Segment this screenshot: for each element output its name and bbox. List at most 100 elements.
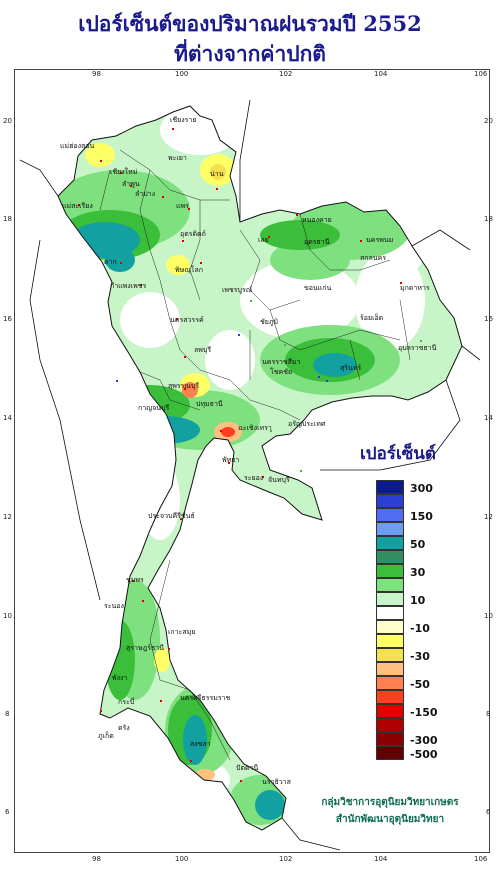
legend-swatch: [376, 676, 404, 690]
y-tick-right-10: 10: [484, 612, 493, 620]
place-label: ระนอง: [104, 602, 124, 610]
y-tick-left-14: 14: [3, 414, 12, 422]
place-label: มุกดาหาร: [400, 284, 430, 292]
legend-swatch: [376, 690, 404, 704]
place-label: สุพรรณบุรี: [168, 382, 199, 390]
legend-swatch: [376, 522, 404, 536]
place-label: นครพนม: [366, 236, 393, 244]
place-label: พัทยา: [222, 456, 239, 464]
place-label: จันทบุรี: [268, 476, 290, 484]
legend-label: -150: [410, 706, 438, 719]
legend-swatch: [376, 634, 404, 648]
legend-swatch: [376, 704, 404, 718]
x-tick-top-98: 98: [92, 70, 101, 78]
legend-label: -50: [410, 678, 430, 691]
legend-label: 10: [410, 594, 426, 607]
y-tick-left-20: 20: [3, 117, 12, 125]
y-tick-right-20: 20: [484, 117, 493, 125]
place-label: หนองคาย: [302, 216, 332, 224]
place-label: เชียงใหม่: [110, 167, 137, 176]
y-tick-right-16: 16: [484, 315, 493, 323]
x-tick-top-104: 104: [374, 70, 388, 78]
x-tick-top-106: 106: [474, 70, 488, 78]
y-tick-left-8: 8: [5, 710, 10, 718]
legend-label: 300: [410, 482, 433, 495]
legend-label: -500: [410, 748, 438, 761]
place-label: ระยอง: [244, 474, 263, 482]
place-label: ขอนแก่น: [304, 284, 332, 292]
x-tick-bottom-104: 104: [374, 855, 388, 863]
legend-label: 50: [410, 538, 426, 551]
place-label: สุราษฎร์ธานี: [126, 644, 164, 652]
y-tick-left-18: 18: [3, 215, 12, 223]
place-label: สุรินทร์: [340, 364, 361, 372]
place-label: ลพบุรี: [194, 346, 211, 354]
legend-swatch: [376, 620, 404, 634]
legend-swatch: [376, 578, 404, 592]
place-label: สงขลา: [190, 740, 211, 748]
place-label: ชุมพร: [126, 576, 144, 584]
legend-swatch: [376, 494, 404, 508]
place-label: แม่สะเรียง: [62, 202, 93, 210]
place-label: นครศรีธรรมราช: [180, 694, 231, 702]
place-label: อุตรดิตถ์: [180, 230, 206, 238]
y-tick-left-10: 10: [3, 612, 12, 620]
place-label: ตรัง: [118, 724, 130, 732]
x-tick-bottom-102: 102: [279, 855, 293, 863]
place-label: นครราชสีมา: [262, 358, 301, 366]
legend-label: 150: [410, 510, 433, 523]
place-label: แพร่: [176, 202, 189, 210]
y-tick-right-18: 18: [484, 215, 493, 223]
place-label: ฉะเชิงเทรา: [238, 424, 272, 432]
place-label: กระบี่: [118, 697, 134, 706]
place-label: สกลนคร: [360, 254, 386, 262]
place-label: กาญจนบุรี: [138, 404, 169, 412]
place-label: อุบลราชธานี: [398, 344, 437, 352]
legend-swatch: [376, 550, 404, 564]
x-tick-top-100: 100: [175, 70, 189, 78]
place-label: น่าน: [210, 170, 224, 178]
place-label: พะเยา: [168, 154, 187, 162]
place-label: เพชรบูรณ์: [222, 286, 253, 294]
place-label: ปัตตานี: [236, 764, 258, 772]
place-label: พิษณุโลก: [175, 265, 203, 274]
credit-line-2: สำนักพัฒนาอุตุนิยมวิทยา: [335, 814, 445, 825]
place-label: นครสวรรค์: [170, 316, 204, 324]
place-label: อรัญประเทศ: [288, 420, 326, 428]
place-label: กำแพงเพชร: [110, 282, 146, 290]
place-label: เกาะสมุย: [168, 628, 195, 636]
place-label: โชคชัย: [270, 367, 292, 376]
y-tick-left-6: 6: [5, 808, 10, 816]
place-label: อุดรธานี: [304, 238, 330, 246]
x-tick-top-102: 102: [279, 70, 293, 78]
legend-label: -30: [410, 650, 430, 663]
y-tick-right-14: 14: [484, 414, 493, 422]
map-subtitle: ที่ต่างจากค่าปกติ: [174, 41, 326, 66]
y-tick-right-8: 8: [486, 710, 491, 718]
y-tick-left-16: 16: [3, 315, 12, 323]
place-label: ปทุมธานี: [196, 400, 223, 408]
legend-label: 30: [410, 566, 426, 579]
legend-label: -10: [410, 622, 430, 635]
y-tick-right-6: 6: [486, 808, 491, 816]
legend-swatch: [376, 718, 404, 732]
legend-swatch: [376, 732, 404, 746]
legend-swatch: [376, 662, 404, 676]
place-label: ลำปาง: [135, 190, 155, 198]
place-label: ตาก: [104, 258, 117, 266]
credit-line-1: กลุ่มวิชาการอุตุนิยมวิทยาเกษตร: [321, 797, 459, 808]
legend-swatch: [376, 592, 404, 606]
place-label: ร้อยเอ็ด: [360, 313, 383, 322]
place-label: ภูเก็ต: [98, 731, 114, 740]
legend-swatch: [376, 564, 404, 578]
place-label: ลำพูน: [122, 180, 140, 188]
place-label: พังงา: [112, 674, 127, 682]
y-tick-left-12: 12: [3, 513, 12, 521]
x-tick-bottom-100: 100: [175, 855, 189, 863]
place-label: ชัยภูมิ: [260, 318, 278, 326]
x-tick-bottom-98: 98: [92, 855, 101, 863]
place-label: เชียงราย: [170, 116, 196, 124]
legend-title: เปอร์เซ็นต์: [360, 444, 436, 464]
legend-swatch: [376, 606, 404, 620]
y-tick-right-12: 12: [484, 513, 493, 521]
